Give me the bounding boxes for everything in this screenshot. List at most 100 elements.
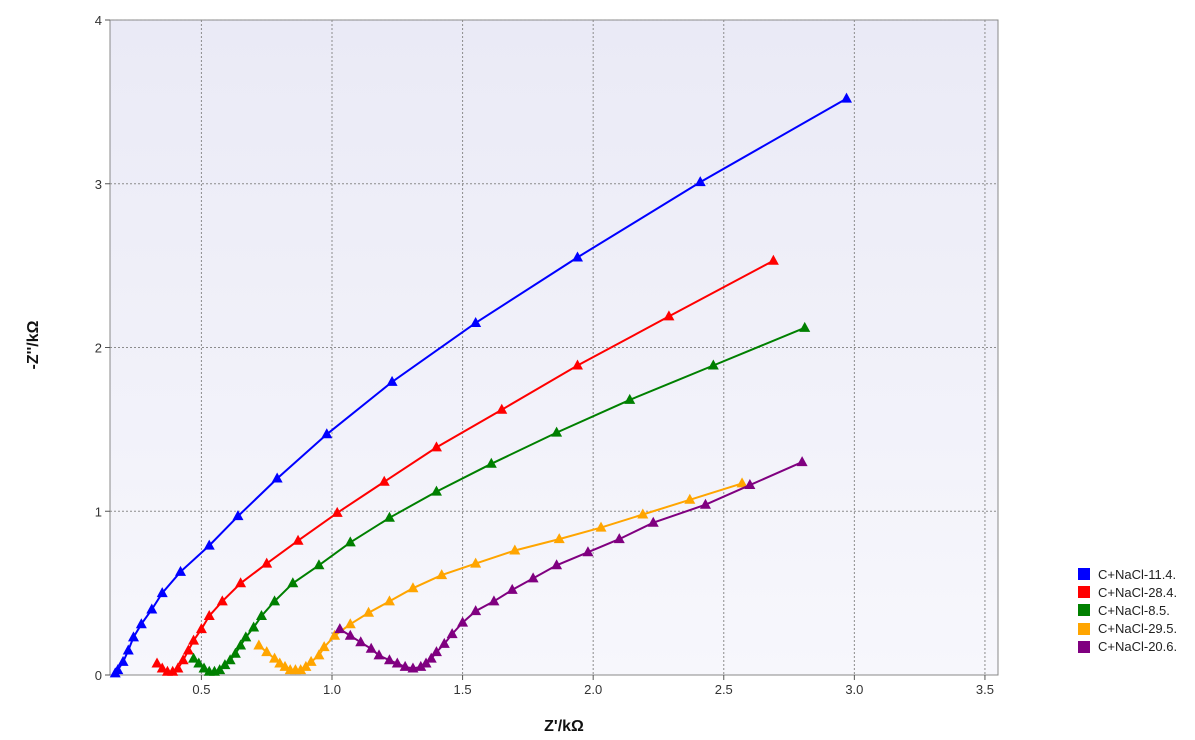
data-point-marker (663, 310, 675, 321)
series-layer (109, 92, 853, 678)
data-point-marker (736, 477, 748, 488)
data-point-marker (135, 618, 147, 629)
legend-swatch (1078, 604, 1090, 617)
data-point-marker (470, 605, 482, 616)
data-point-marker (182, 644, 194, 655)
data-point-marker (122, 644, 134, 655)
data-point-marker (551, 426, 563, 437)
data-point-marker (255, 610, 267, 621)
data-point-marker (841, 92, 853, 103)
data-point-marker (177, 654, 189, 665)
data-point-marker (172, 662, 184, 673)
data-point-marker (425, 652, 437, 663)
data-point-marker (344, 629, 356, 640)
x-tick-label: 0.5 (192, 682, 210, 697)
data-point-marker (457, 616, 469, 627)
y-tick-label: 2 (95, 341, 102, 356)
data-point-marker (216, 595, 228, 606)
legend-swatch (1078, 568, 1090, 581)
x-tick-label: 2.5 (715, 682, 733, 697)
data-point-marker (506, 583, 518, 594)
data-point-marker (175, 565, 187, 576)
data-point-marker (329, 629, 341, 640)
data-point-marker (446, 628, 458, 639)
data-point-marker (321, 428, 333, 439)
data-point-marker (313, 559, 325, 570)
legend-item: C+NaCl-11.4. (1078, 565, 1177, 583)
series-1 (109, 92, 853, 678)
data-point-marker (684, 493, 696, 504)
data-point-marker (269, 595, 281, 606)
data-point-marker (156, 587, 168, 598)
data-point-marker (203, 539, 215, 550)
series-5 (334, 456, 808, 673)
data-point-marker (229, 647, 241, 658)
y-tick-label: 4 (95, 13, 102, 28)
data-point-marker (436, 569, 448, 580)
data-point-marker (415, 660, 427, 671)
data-point-marker (595, 521, 607, 532)
y-tick-label: 0 (95, 668, 102, 683)
data-point-marker (470, 557, 482, 568)
legend-label: C+NaCl-11.4. (1098, 566, 1177, 582)
data-point-marker (235, 639, 247, 650)
series-2 (151, 254, 779, 676)
data-point-marker (305, 655, 317, 666)
y-tick-label: 1 (95, 504, 102, 519)
data-point-marker (363, 606, 375, 617)
series-4 (253, 477, 748, 675)
x-axis-title: Z'/kΩ (544, 718, 584, 735)
data-point-marker (146, 603, 158, 614)
legend-label: C+NaCl-29.5. (1098, 621, 1178, 637)
data-point-marker (112, 664, 124, 675)
y-tick-label: 3 (95, 177, 102, 192)
data-point-marker (240, 631, 252, 642)
data-point-marker (274, 657, 286, 668)
data-point-marker (582, 546, 594, 557)
legend-item: C+NaCl-29.5. (1078, 620, 1177, 638)
data-point-marker (509, 544, 521, 555)
legend-swatch (1078, 586, 1090, 599)
data-point-marker (248, 621, 260, 632)
data-point-marker (261, 557, 273, 568)
data-point-marker (378, 475, 390, 486)
data-point-marker (699, 498, 711, 509)
data-point-marker (430, 485, 442, 496)
legend-swatch (1078, 640, 1090, 653)
grid (110, 19, 998, 675)
data-point-marker (488, 595, 500, 606)
data-point-marker (383, 654, 395, 665)
data-point-marker (796, 456, 808, 467)
legend-label: C+NaCl-8.5. (1098, 602, 1170, 618)
data-point-marker (365, 642, 377, 653)
data-point-marker (287, 577, 299, 588)
x-tick-label: 1.0 (323, 682, 341, 697)
data-point-marker (407, 662, 419, 673)
data-point-marker (331, 506, 343, 517)
data-point-marker (292, 534, 304, 545)
data-point-marker (232, 510, 244, 521)
data-point-marker (313, 649, 325, 660)
data-point-marker (128, 631, 140, 642)
legend: C+NaCl-11.4. C+NaCl-28.4. C+NaCl-8.5. C+NaC… (1078, 565, 1177, 656)
data-point-marker (203, 610, 215, 621)
data-point-marker (224, 654, 236, 665)
data-point-marker (261, 646, 273, 657)
data-point-marker (334, 623, 346, 634)
data-point-marker (355, 636, 367, 647)
data-point-marker (430, 646, 442, 657)
data-point-marker (386, 375, 398, 386)
data-point-marker (527, 572, 539, 583)
data-point-marker (624, 393, 636, 404)
data-point-marker (496, 403, 508, 414)
data-point-marker (193, 657, 205, 668)
data-point-marker (799, 321, 811, 332)
legend-label: C+NaCl-20.6. (1098, 639, 1178, 655)
data-point-marker (117, 655, 129, 666)
data-point-marker (707, 359, 719, 370)
data-point-marker (694, 176, 706, 187)
data-point-marker (613, 533, 625, 544)
data-point-marker (637, 508, 649, 519)
x-tick-label: 3.0 (845, 682, 863, 697)
